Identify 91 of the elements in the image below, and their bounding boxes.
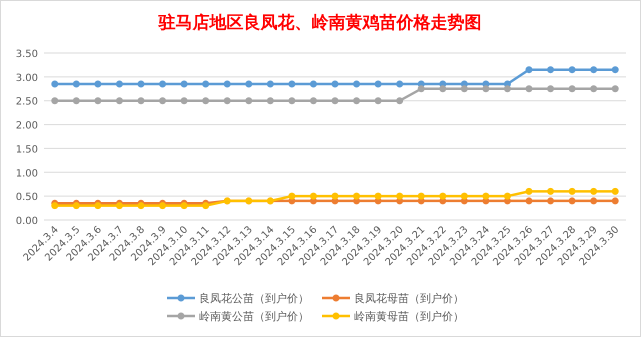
point (332, 80, 338, 88)
point (353, 97, 360, 104)
point (202, 80, 210, 88)
point (94, 97, 102, 104)
point (180, 202, 188, 210)
point (332, 97, 338, 104)
point (310, 80, 317, 88)
legend-label: 良凤花母苗（到户价） (354, 292, 464, 305)
y-tick-label: 1.50 (16, 144, 38, 156)
y-tick-label: 3.50 (16, 49, 38, 60)
point (439, 192, 446, 200)
point (504, 192, 511, 200)
point (94, 80, 102, 88)
point (568, 188, 576, 195)
point (526, 85, 532, 92)
point (51, 80, 58, 88)
point (612, 85, 619, 92)
point (288, 97, 296, 104)
point (374, 80, 382, 88)
point (568, 197, 576, 204)
point (526, 66, 532, 74)
point (245, 97, 252, 104)
point (180, 97, 188, 104)
point (418, 85, 425, 92)
point (288, 192, 296, 200)
point (590, 197, 598, 204)
point (504, 85, 511, 92)
point (547, 188, 554, 195)
point (224, 80, 231, 88)
y-tick-label: 3.00 (16, 72, 38, 84)
y-tick-label: 2.00 (16, 120, 38, 132)
point (482, 192, 490, 200)
point (310, 97, 317, 104)
point (266, 80, 274, 88)
point (159, 202, 166, 210)
point (526, 197, 532, 204)
point (332, 192, 338, 200)
point (72, 80, 80, 88)
point (202, 202, 210, 210)
point (159, 97, 166, 104)
point (396, 80, 404, 88)
point (159, 80, 166, 88)
point (224, 97, 231, 104)
y-tick-label: 1.00 (16, 168, 38, 180)
point (547, 197, 554, 204)
point (418, 192, 425, 200)
point (72, 97, 80, 104)
point (612, 197, 619, 204)
point (353, 80, 360, 88)
point (116, 80, 123, 88)
point (288, 80, 296, 88)
point (180, 80, 188, 88)
point (353, 192, 360, 200)
point (547, 66, 554, 74)
point (612, 188, 619, 195)
point (460, 192, 468, 200)
point (138, 80, 144, 88)
point (138, 97, 144, 104)
point (612, 66, 619, 74)
point (526, 188, 532, 195)
point (94, 202, 102, 210)
point (138, 202, 144, 210)
point (547, 85, 554, 92)
y-tick-label: 0.00 (16, 216, 38, 227)
point (590, 188, 598, 195)
point (439, 85, 446, 92)
point (374, 97, 382, 104)
point (245, 80, 252, 88)
point (590, 85, 598, 92)
legend-label: 岭南黄母苗（到户价） (354, 310, 464, 323)
point (396, 97, 404, 104)
point (590, 66, 598, 74)
point (396, 192, 404, 200)
legend-label: 良凤花公苗（到户价） (199, 292, 309, 305)
title: 驻马店地区良凤花、岭南黄鸡苗价格走势图 (158, 13, 482, 33)
point (51, 202, 58, 210)
point (568, 85, 576, 92)
point (460, 85, 468, 92)
legend-label: 岭南黄公苗（到户价） (199, 310, 309, 323)
point (51, 97, 58, 104)
point (310, 192, 317, 200)
point (482, 85, 490, 92)
point (568, 66, 576, 74)
y-tick-label: 0.50 (16, 192, 38, 204)
point (374, 192, 382, 200)
y-tick-label: 2.50 (16, 96, 38, 108)
point (116, 202, 123, 210)
point (116, 97, 123, 104)
point (202, 97, 210, 104)
point (266, 97, 274, 104)
point (72, 202, 80, 210)
